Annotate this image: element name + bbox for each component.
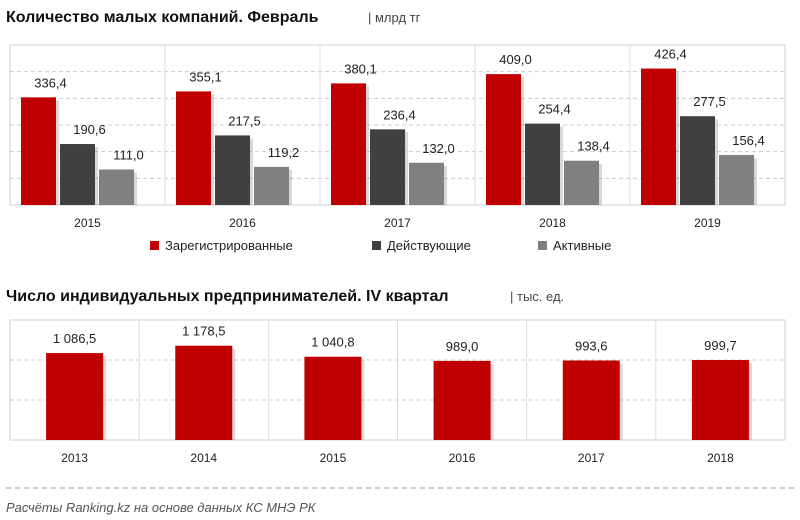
- bar: [46, 353, 104, 440]
- x-tick-label: 2017: [578, 451, 605, 465]
- x-tick-label: 2017: [384, 216, 411, 230]
- data-label: 989,0: [446, 339, 479, 354]
- data-label: 426,4: [654, 47, 687, 62]
- data-label: 132,0: [422, 141, 455, 156]
- data-label: 409,0: [499, 52, 532, 67]
- chart2: 2013 1 086,5 2014 1 178,5 2015 1 040,8 2016 989…: [9, 319, 786, 465]
- bar: [525, 123, 560, 205]
- chart1-unit: | млрд тг: [368, 10, 421, 25]
- data-label: 999,7: [704, 338, 737, 353]
- legend-swatch: [372, 241, 381, 250]
- bar: [562, 360, 620, 440]
- chart2-title: Число индивидуальных предпринимателей. I…: [6, 288, 449, 305]
- x-tick-label: 2016: [449, 451, 476, 465]
- bar: [680, 116, 715, 205]
- data-label: 380,1: [344, 61, 377, 76]
- legend-entry: Активные: [553, 238, 611, 253]
- data-label: 190,6: [73, 122, 106, 137]
- x-tick-label: 2015: [320, 451, 347, 465]
- bar: [21, 97, 56, 205]
- bar: [215, 135, 250, 205]
- source-note: Расчёты Ranking.kz на основе данных КС М…: [6, 500, 317, 515]
- data-label: 111,0: [113, 147, 144, 162]
- bar: [433, 360, 491, 440]
- data-label: 277,5: [693, 94, 726, 109]
- data-label: 254,4: [538, 102, 571, 117]
- data-label: 138,4: [577, 139, 610, 154]
- data-label: 217,5: [228, 113, 261, 128]
- data-label: 336,4: [34, 75, 67, 90]
- bar: [691, 360, 749, 440]
- chart1-title: Количество малых компаний. Февраль: [6, 9, 319, 26]
- x-tick-label: 2016: [229, 216, 256, 230]
- chart2-unit: | тыс. ед.: [510, 289, 564, 304]
- x-tick-label: 2013: [61, 451, 88, 465]
- legend-swatch: [538, 241, 547, 250]
- x-tick-label: 2019: [694, 216, 721, 230]
- data-label: 1 086,5: [53, 331, 96, 346]
- bar: [331, 83, 366, 205]
- bar: [641, 68, 676, 205]
- bar: [304, 356, 362, 440]
- bar: [175, 345, 233, 440]
- x-tick-label: 2014: [190, 451, 217, 465]
- data-label: 355,1: [189, 69, 222, 84]
- bar: [254, 166, 289, 205]
- x-tick-label: 2018: [539, 216, 566, 230]
- x-tick-label: 2018: [707, 451, 734, 465]
- bar: [719, 154, 754, 205]
- bar: [60, 144, 95, 205]
- data-label: 1 040,8: [311, 335, 354, 350]
- legend-swatch: [150, 241, 159, 250]
- x-tick-label: 2015: [74, 216, 101, 230]
- bar: [486, 74, 521, 206]
- data-label: 993,6: [575, 339, 608, 354]
- data-label: 156,4: [732, 133, 765, 148]
- bar: [409, 162, 444, 205]
- bar: [370, 129, 405, 205]
- data-label: 1 178,5: [182, 324, 225, 339]
- bar: [564, 160, 599, 205]
- bar: [176, 91, 211, 205]
- bar: [99, 169, 134, 205]
- legend-entry: Зарегистрированные: [165, 238, 293, 253]
- data-label: 119,2: [268, 145, 300, 160]
- legend-entry: Действующие: [387, 238, 471, 253]
- data-label: 236,4: [383, 107, 416, 122]
- chart1: 2015 336,4 190,6 111,0 2016 355,1 217,5 119,2 20…: [9, 44, 786, 253]
